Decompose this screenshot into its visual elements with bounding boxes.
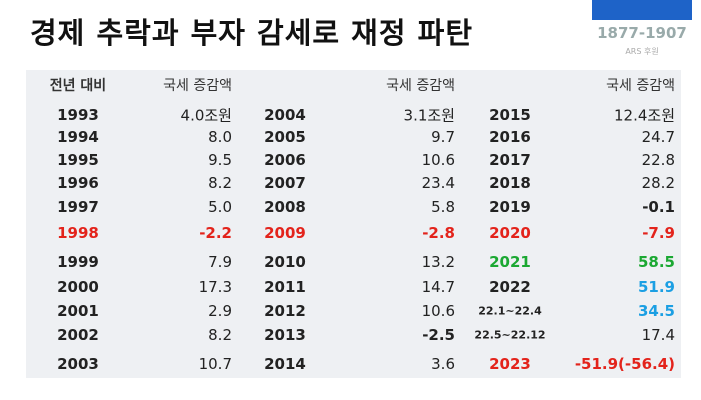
year-label: 2005	[264, 128, 306, 146]
year-label: 1998	[57, 224, 99, 242]
amount-value: 5.0	[208, 198, 232, 216]
amount-value: 12.4조원	[614, 106, 675, 125]
amount-value: -2.5	[422, 326, 455, 344]
year-label: 2004	[264, 106, 306, 124]
year-label: 2011	[264, 278, 306, 296]
amount-value: -0.1	[642, 198, 675, 216]
year-label: 1995	[57, 151, 99, 169]
year-label: 22.5~22.12	[474, 328, 546, 342]
year-label: 22.1~22.4	[478, 304, 542, 318]
year-label: 2000	[57, 278, 99, 296]
logo-caption: ARS 후원	[625, 47, 659, 56]
year-label: 1997	[57, 198, 99, 216]
table: 전년 대비 국세 증감액 국세 증감액 국세 증감액 1993 4.0조원 2004 3.1조…	[26, 70, 681, 378]
year-label: 2002	[57, 326, 99, 344]
title: 경제 추락과 부자 감세로 재정 파탄	[30, 16, 474, 50]
amount-value: -51.9(-56.4)	[574, 355, 675, 373]
year-label: 2008	[264, 198, 306, 216]
year-label: 2018	[489, 174, 531, 192]
header-value: 국세 증감액	[606, 78, 675, 94]
amount-value: 17.4	[641, 326, 675, 344]
year-label: 2003	[57, 355, 99, 373]
year-label: 2023	[489, 355, 531, 373]
amount-value: -2.8	[422, 224, 455, 242]
logo-number: 1877-1907	[597, 24, 687, 42]
header-label: 전년 대비	[49, 78, 107, 94]
amount-value: 5.8	[431, 198, 455, 216]
year-label: 2021	[489, 253, 531, 271]
year-label: 2010	[264, 253, 306, 271]
year-label: 2012	[264, 302, 306, 320]
year-label: 2019	[489, 198, 531, 216]
year-label: 2016	[489, 128, 531, 146]
year-label: 1994	[57, 128, 99, 146]
year-label: 2020	[489, 224, 531, 242]
header-value: 국세 증감액	[163, 78, 232, 94]
year-label: 1996	[57, 174, 99, 192]
year-label: 1999	[57, 253, 99, 271]
amount-value: 24.7	[641, 128, 675, 146]
amount-value: 9.5	[208, 151, 232, 169]
year-label: 2015	[489, 106, 531, 124]
year-label: 2022	[489, 278, 531, 296]
amount-value: 23.4	[421, 174, 455, 192]
amount-value: 28.2	[641, 174, 675, 192]
amount-value: 2.9	[208, 302, 232, 320]
year-label: 2001	[57, 302, 99, 320]
amount-value: 34.5	[637, 302, 675, 320]
year-label: 2006	[264, 151, 306, 169]
year-label: 2009	[264, 224, 306, 242]
amount-value: 3.1조원	[403, 106, 455, 125]
amount-value: 8.2	[208, 326, 232, 344]
year-label: 2013	[264, 326, 306, 344]
year-label: 2014	[264, 355, 306, 373]
amount-value: 10.6	[421, 151, 455, 169]
amount-value: 4.0조원	[180, 106, 232, 125]
amount-value: 13.2	[421, 253, 455, 271]
amount-value: 10.7	[198, 355, 232, 373]
amount-value: 17.3	[198, 278, 232, 296]
amount-value: 3.6	[431, 355, 455, 373]
amount-value: 8.0	[208, 128, 232, 146]
amount-value: 22.8	[641, 151, 675, 169]
amount-value: -7.9	[642, 224, 675, 242]
amount-value: 8.2	[208, 174, 232, 192]
amount-value: 10.6	[421, 302, 455, 320]
amount-value: 58.5	[637, 253, 675, 271]
logo: 1877-1907 ARS 후원	[588, 0, 696, 68]
header-value: 국세 증감액	[386, 78, 455, 94]
amount-value: 7.9	[208, 253, 232, 271]
year-label: 1993	[57, 106, 99, 124]
amount-value: 14.7	[421, 278, 455, 296]
amount-value: -2.2	[199, 224, 232, 242]
year-label: 2017	[489, 151, 531, 169]
amount-value: 9.7	[431, 128, 455, 146]
amount-value: 51.9	[637, 278, 675, 296]
logo-box	[592, 0, 692, 20]
year-label: 2007	[264, 174, 306, 192]
